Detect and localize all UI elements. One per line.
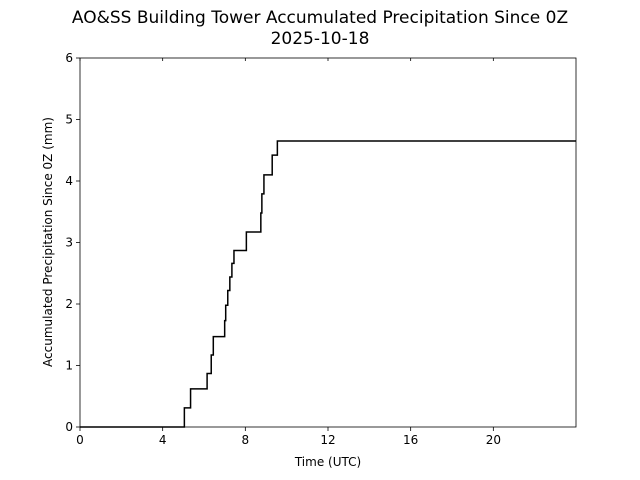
- plot-area: [80, 140, 576, 428]
- y-tick-label: 5: [65, 113, 73, 127]
- x-tick-label: 12: [320, 433, 335, 447]
- y-tick-label: 1: [65, 359, 73, 373]
- plot-frame: [79, 57, 577, 428]
- y-tick-label: 6: [65, 51, 73, 65]
- y-tick-label: 3: [65, 236, 73, 250]
- y-tick-label: 0: [65, 420, 73, 434]
- x-tick-label: 0: [76, 433, 84, 447]
- series-line-0: [80, 140, 576, 428]
- y-tick-label: 2: [65, 297, 73, 311]
- y-axis-label: Accumulated Precipitation Since 0Z (mm): [41, 117, 55, 367]
- chart-title: AO&SS Building Tower Accumulated Precipi…: [71, 8, 569, 28]
- y-tick-label: 4: [65, 174, 73, 188]
- chart-subtitle: 2025-10-18: [270, 29, 370, 49]
- x-axis-label: Time (UTC): [294, 455, 361, 469]
- x-tick-label: 20: [486, 433, 501, 447]
- x-tick-label: 8: [242, 433, 250, 447]
- x-tick-label: 4: [159, 433, 167, 447]
- x-tick-label: 16: [403, 433, 418, 447]
